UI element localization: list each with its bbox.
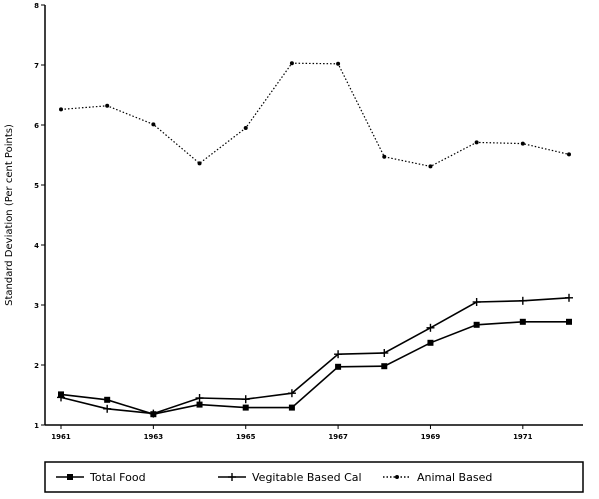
data-point xyxy=(105,103,110,108)
data-point xyxy=(104,396,111,403)
y-tick-label: 7 xyxy=(34,62,39,70)
data-point xyxy=(334,350,343,359)
legend-item: Vegitable Based Cal xyxy=(218,471,362,484)
legend-marker xyxy=(67,474,73,480)
x-tick-label: 1969 xyxy=(421,433,441,441)
x-tick-label: 1971 xyxy=(513,433,533,441)
data-point xyxy=(243,126,248,130)
legend-marker xyxy=(228,473,236,481)
data-point xyxy=(241,395,250,404)
series-animal-based xyxy=(59,61,571,169)
x-tick-label: 1967 xyxy=(328,433,348,441)
x-tick-label: 1965 xyxy=(236,433,256,441)
axes xyxy=(41,4,583,429)
series-total-food xyxy=(58,318,572,418)
data-point xyxy=(103,404,112,413)
data-point xyxy=(59,107,63,112)
series-group xyxy=(57,61,573,418)
series-line xyxy=(60,297,570,415)
series-line xyxy=(60,320,569,416)
data-point xyxy=(242,404,249,411)
series-line xyxy=(60,62,570,168)
data-point xyxy=(426,323,435,332)
data-point xyxy=(567,152,571,157)
data-point xyxy=(427,339,434,346)
y-tick-label: 5 xyxy=(34,182,39,190)
y-axis-label: Standard Deviation (Per cent Points) xyxy=(4,124,15,306)
x-tick-label: 1963 xyxy=(144,433,164,441)
data-point xyxy=(428,164,433,169)
data-point xyxy=(287,389,296,398)
data-point xyxy=(380,349,389,357)
y-tick-label: 4 xyxy=(34,242,39,250)
legend-label: Total Food xyxy=(89,471,146,484)
legend-label: Animal Based xyxy=(417,471,492,484)
data-point xyxy=(519,318,526,325)
data-point xyxy=(474,140,479,145)
legend-marker xyxy=(395,475,399,479)
tick-labels: 1 2 3 4 5 6 7 8 1961 1963 1965 1967 1969 1971 xyxy=(34,2,533,441)
data-point xyxy=(518,296,527,305)
data-point xyxy=(473,321,480,328)
y-tick-label: 1 xyxy=(34,422,39,430)
y-tick-label: 2 xyxy=(34,362,39,370)
data-point xyxy=(151,122,156,127)
legend-item: Total Food xyxy=(56,471,146,484)
data-point xyxy=(195,394,204,402)
data-point xyxy=(472,298,481,306)
data-point xyxy=(382,154,387,159)
data-point xyxy=(336,61,341,66)
legend: Total Food Vegitable Based Cal Animal Base… xyxy=(44,461,584,493)
data-point xyxy=(520,141,525,146)
data-point xyxy=(381,363,388,370)
data-point xyxy=(57,393,65,402)
data-point xyxy=(149,409,158,418)
data-point xyxy=(196,401,203,408)
data-point xyxy=(288,404,295,411)
data-point xyxy=(197,161,202,166)
legend-box xyxy=(44,461,584,493)
data-point xyxy=(335,363,342,370)
legend-label: Vegitable Based Cal xyxy=(252,471,362,484)
series-vegitable-based-cal xyxy=(57,293,573,418)
x-tick-label: 1961 xyxy=(51,433,71,441)
legend-item: Animal Based xyxy=(383,471,492,484)
y-tick-label: 8 xyxy=(34,2,39,10)
data-point xyxy=(289,61,294,66)
data-point xyxy=(565,293,573,302)
y-tick-label: 3 xyxy=(34,302,39,310)
data-point xyxy=(566,318,572,325)
y-tick-label: 6 xyxy=(34,122,39,130)
